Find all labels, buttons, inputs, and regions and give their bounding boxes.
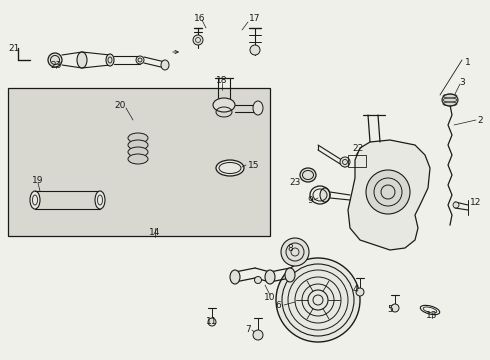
- Text: 10: 10: [264, 293, 276, 302]
- Text: 14: 14: [149, 228, 161, 237]
- Circle shape: [281, 238, 309, 266]
- Circle shape: [276, 258, 360, 342]
- Ellipse shape: [265, 270, 275, 284]
- Text: 2: 2: [477, 116, 483, 125]
- Ellipse shape: [30, 191, 40, 209]
- Text: 17: 17: [249, 14, 261, 23]
- Ellipse shape: [128, 147, 148, 157]
- Bar: [348, 155, 366, 167]
- Text: 18: 18: [216, 76, 228, 85]
- Text: 16: 16: [194, 14, 206, 23]
- Ellipse shape: [285, 268, 295, 282]
- Polygon shape: [348, 140, 430, 250]
- Text: 4: 4: [352, 285, 358, 294]
- Text: 1: 1: [465, 58, 471, 67]
- Circle shape: [254, 276, 262, 284]
- Circle shape: [250, 45, 260, 55]
- Ellipse shape: [300, 168, 316, 182]
- Ellipse shape: [128, 140, 148, 150]
- Text: 5: 5: [387, 306, 393, 315]
- Circle shape: [340, 157, 350, 167]
- Text: 21: 21: [8, 44, 20, 53]
- Text: 20: 20: [114, 100, 126, 109]
- Bar: [8, 88, 270, 236]
- Ellipse shape: [230, 270, 240, 284]
- Text: 15: 15: [248, 161, 260, 170]
- Text: 7: 7: [245, 325, 251, 334]
- Text: 12: 12: [470, 198, 481, 207]
- Text: 9: 9: [307, 195, 313, 204]
- Ellipse shape: [95, 191, 105, 209]
- Ellipse shape: [128, 154, 148, 164]
- Ellipse shape: [106, 54, 114, 66]
- Ellipse shape: [77, 52, 87, 68]
- Text: 23: 23: [50, 60, 62, 69]
- Ellipse shape: [128, 133, 148, 143]
- Ellipse shape: [161, 60, 169, 70]
- Circle shape: [356, 288, 364, 296]
- Circle shape: [193, 35, 203, 45]
- Ellipse shape: [136, 56, 144, 64]
- Text: 6: 6: [275, 301, 281, 310]
- Ellipse shape: [48, 53, 62, 67]
- Text: 19: 19: [32, 176, 44, 185]
- Text: 22: 22: [352, 144, 364, 153]
- Text: 23: 23: [289, 177, 301, 186]
- Circle shape: [391, 304, 399, 312]
- Text: 11: 11: [206, 318, 218, 327]
- Ellipse shape: [442, 94, 458, 106]
- Text: 8: 8: [287, 243, 293, 252]
- Text: 3: 3: [459, 77, 465, 86]
- Ellipse shape: [253, 101, 263, 115]
- Ellipse shape: [216, 160, 244, 176]
- Text: 13: 13: [426, 310, 438, 320]
- Ellipse shape: [213, 98, 235, 112]
- Circle shape: [453, 202, 459, 208]
- Circle shape: [208, 318, 216, 326]
- Circle shape: [253, 330, 263, 340]
- Ellipse shape: [320, 188, 330, 202]
- Circle shape: [366, 170, 410, 214]
